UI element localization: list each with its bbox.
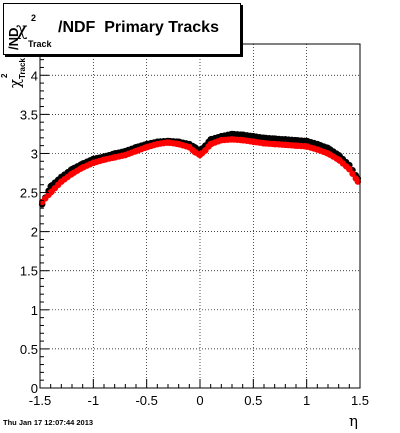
y-tick-label: 2.5 bbox=[20, 186, 38, 201]
tick-labels: -1.5 -1 -0.5 0 0.5 1 1.5 0 0.5 1 1.5 2 2.5 3 3.5 4 bbox=[20, 68, 369, 408]
timestamp: Thu Jan 17 12:07:44 2013 bbox=[3, 418, 94, 427]
title-chi-symbol: χ bbox=[16, 18, 28, 40]
y-tick-label: 1.5 bbox=[20, 264, 38, 279]
data-point-fill bbox=[352, 175, 359, 182]
x-tick-label: -0.5 bbox=[135, 393, 157, 408]
x-tick-label: 0 bbox=[196, 393, 203, 408]
chart-title: χ 2 Track /NDF Primary Tracks bbox=[3, 3, 241, 55]
y-tick-label: 0.5 bbox=[20, 342, 38, 357]
y-tick-label: 4 bbox=[31, 68, 38, 83]
y-tick-label: 1 bbox=[31, 303, 38, 318]
y-tick-label: 0 bbox=[31, 381, 38, 396]
ylabel-sup: 2 bbox=[0, 73, 9, 78]
x-axis-label: η bbox=[349, 412, 358, 430]
ylabel-chi: χ bbox=[6, 78, 24, 88]
x-tick-label: 0.5 bbox=[244, 393, 262, 408]
data-point-fill bbox=[349, 170, 356, 177]
grid-lines bbox=[40, 44, 360, 388]
ylabel-sub: Track bbox=[18, 58, 27, 79]
x-tick-label: 1.5 bbox=[351, 393, 369, 408]
x-tick-label: 1 bbox=[303, 393, 310, 408]
y-tick-label: 3.5 bbox=[20, 107, 38, 122]
title-superscript: 2 bbox=[31, 13, 37, 23]
series-black bbox=[38, 130, 362, 208]
ylabel-rest: /ND bbox=[6, 27, 21, 50]
y-tick-label: 2 bbox=[31, 225, 38, 240]
data-point-fill bbox=[346, 165, 353, 173]
x-tick-label: -1 bbox=[88, 393, 100, 408]
series-red bbox=[38, 136, 362, 206]
series-points bbox=[38, 130, 362, 208]
title-text: /NDF Primary Tracks bbox=[58, 19, 219, 36]
y-tick-label: 3 bbox=[31, 146, 38, 161]
x-tick-label: -1.5 bbox=[29, 393, 51, 408]
title-subscript: Track bbox=[28, 39, 52, 49]
